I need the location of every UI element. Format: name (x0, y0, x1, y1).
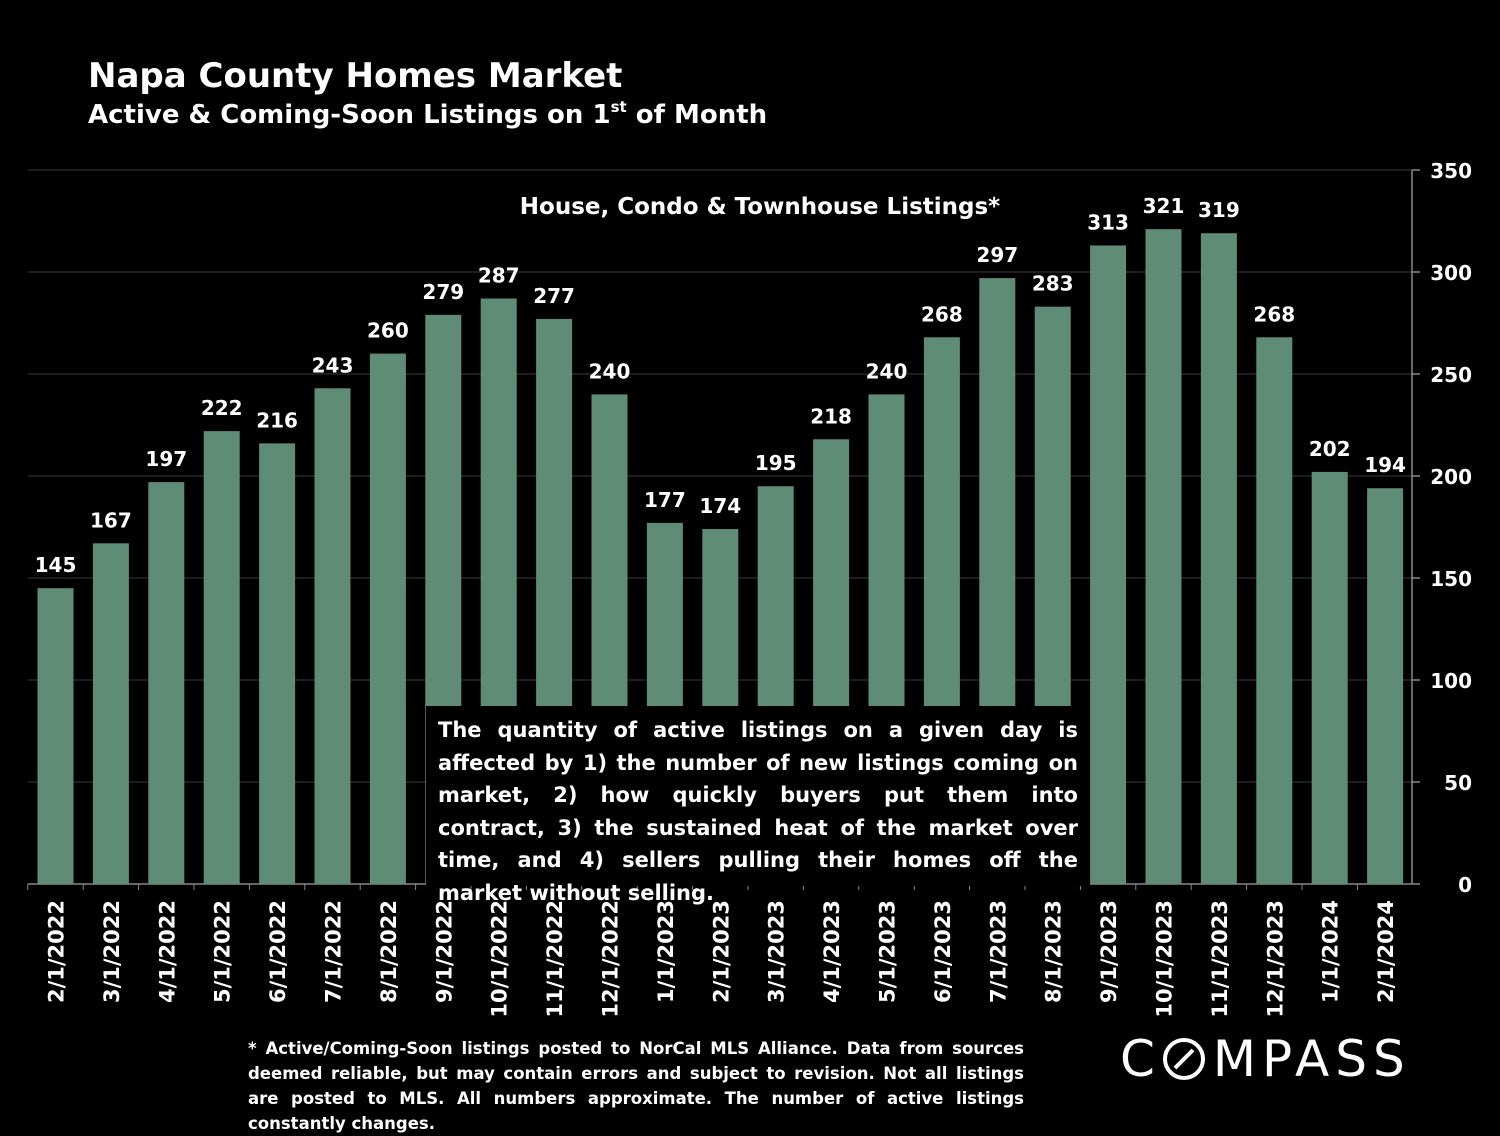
y-tick-label: 150 (1430, 567, 1472, 591)
x-tick-label: 12/1/2023 (1263, 900, 1287, 1018)
bar-value-label: 279 (422, 280, 464, 304)
y-tick-label: 350 (1430, 159, 1472, 183)
x-tick-label: 10/1/2022 (488, 900, 512, 1018)
bar-value-label: 319 (1198, 198, 1240, 222)
bar (1256, 337, 1293, 884)
y-tick-label: 0 (1458, 873, 1472, 897)
y-tick-label: 100 (1430, 669, 1472, 693)
x-tick-label: 11/1/2023 (1208, 900, 1232, 1018)
bar-value-label: 277 (533, 284, 575, 308)
bar (1367, 488, 1404, 884)
subtitle-text: Active & Coming-Soon Listings on 1 (88, 100, 611, 130)
x-tick-label: 2/1/2024 (1374, 900, 1398, 1003)
bar-value-label: 145 (35, 553, 77, 577)
bar (37, 588, 74, 884)
bar (1090, 245, 1127, 885)
x-tick-label: 6/1/2023 (931, 900, 955, 1003)
x-axis: 2/1/2022 3/1/2022 4/1/2022 5/1/2022 6/1/2022… (27, 884, 1398, 1018)
bar (203, 431, 240, 884)
footnote: * Active/Coming-Soon listings posted to … (248, 1039, 1024, 1133)
x-tick-label: 1/1/2024 (1319, 900, 1343, 1003)
bar-value-label: 297 (976, 243, 1018, 267)
bar-value-label: 194 (1364, 453, 1406, 477)
x-tick-label: 8/1/2023 (1042, 900, 1066, 1003)
x-tick-label: 4/1/2022 (155, 900, 179, 1003)
x-tick-label: 8/1/2022 (377, 900, 401, 1003)
bar (259, 443, 296, 884)
bar-value-label: 283 (1032, 272, 1074, 296)
bar-value-label: 268 (921, 302, 963, 326)
bar (1145, 229, 1182, 884)
page-subtitle: Active & Coming-Soon Listings on 1st of … (88, 98, 768, 130)
x-tick-label: 2/1/2022 (45, 900, 69, 1003)
bar (314, 388, 351, 884)
bar-value-label: 240 (589, 359, 631, 383)
x-tick-label: 10/1/2023 (1153, 900, 1177, 1018)
bar-value-label: 216 (256, 408, 298, 432)
chart-title: House, Condo & Townhouse Listings* (520, 194, 1000, 220)
bar-value-label: 321 (1143, 194, 1185, 218)
x-tick-label: 9/1/2023 (1097, 900, 1121, 1003)
bar-value-label: 268 (1253, 302, 1295, 326)
bar-value-label: 222 (201, 396, 243, 420)
bar-value-label: 260 (367, 319, 409, 343)
x-tick-label: 3/1/2023 (765, 900, 789, 1003)
x-tick-label: 4/1/2023 (820, 900, 844, 1003)
x-tick-label: 7/1/2022 (322, 900, 346, 1003)
bar-value-label: 218 (810, 404, 852, 428)
y-tick-label: 50 (1444, 771, 1472, 795)
bar-value-label: 195 (755, 451, 797, 475)
logo-text-end: MPASS (1212, 1030, 1411, 1088)
y-tick-label: 250 (1430, 363, 1472, 387)
bar-value-label: 174 (699, 494, 741, 518)
bar-value-label: 177 (644, 488, 686, 512)
bar-value-label: 240 (866, 359, 908, 383)
subtitle-superscript: st (610, 98, 627, 116)
y-tick-label: 300 (1430, 261, 1472, 285)
compass-o-icon (1162, 1038, 1205, 1080)
x-tick-label: 6/1/2022 (266, 900, 290, 1003)
x-tick-label: 5/1/2023 (876, 900, 900, 1003)
subtitle-suffix: of Month (626, 100, 768, 130)
bar (369, 353, 406, 885)
compass-logo: C MPASS (1120, 1030, 1411, 1088)
x-tick-label: 5/1/2022 (211, 900, 235, 1003)
logo-text-start: C (1120, 1030, 1161, 1088)
bar-value-label: 287 (478, 264, 520, 288)
x-tick-label: 7/1/2023 (986, 900, 1010, 1003)
page-title: Napa County Homes Market (88, 56, 623, 96)
bar (92, 543, 129, 884)
x-tick-label: 3/1/2022 (100, 900, 124, 1003)
bar-value-label: 167 (90, 508, 132, 532)
bar (1200, 233, 1237, 885)
bar-value-label: 197 (145, 447, 187, 471)
bar-value-label: 243 (312, 353, 354, 377)
y-tick-label: 200 (1430, 465, 1472, 489)
bar-value-label: 202 (1309, 437, 1351, 461)
x-tick-label: 9/1/2022 (432, 900, 456, 1003)
x-tick-label: 2/1/2023 (709, 900, 733, 1003)
x-tick-label: 1/1/2023 (654, 900, 678, 1003)
x-tick-label: 11/1/2022 (543, 900, 567, 1018)
bar (1311, 471, 1348, 884)
annotation-text: The quantity of active listings on a giv… (426, 706, 1090, 905)
bar-value-label: 313 (1087, 210, 1129, 234)
x-tick-label: 12/1/2022 (599, 900, 623, 1018)
data-labels: 145 167 197 222 216 243 260 279 287 277 240 177 174 1… (35, 194, 1406, 577)
bar (148, 482, 185, 884)
y-axis: 0 50 100 150 200 250 300 350 (28, 159, 1472, 897)
